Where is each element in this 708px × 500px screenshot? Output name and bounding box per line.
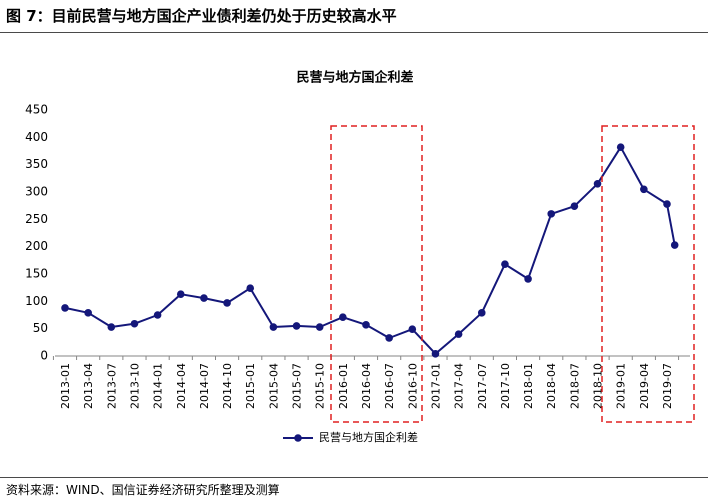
x-tick-label: 2015-10	[314, 363, 327, 409]
data-point	[524, 275, 532, 283]
data-point	[107, 323, 116, 331]
x-tick-label: 2013-01	[59, 363, 72, 409]
data-point	[292, 322, 301, 330]
x-tick-label: 2013-07	[105, 363, 118, 409]
highlight-box-2019	[601, 125, 695, 423]
legend-marker	[294, 434, 302, 442]
x-tick-label: 2018-01	[522, 363, 535, 409]
source-note: 资料来源：WIND、国信证券经济研究所整理及测算	[6, 483, 280, 497]
x-tick-label: 2016-07	[383, 363, 396, 409]
x-tick-label: 2018-07	[568, 363, 581, 409]
data-point	[339, 313, 347, 321]
x-tick-label: 2013-04	[82, 363, 95, 409]
x-tick-label: 2014-07	[198, 363, 211, 409]
data-point	[269, 323, 278, 331]
y-tick-label: 0	[40, 349, 48, 363]
x-tick-label: 2019-04	[638, 363, 651, 409]
data-point	[61, 304, 69, 312]
x-axis: 2013-01 2013-04 2013-07 2013-10 2014-01 2014-…	[52, 356, 680, 409]
data-point	[670, 241, 679, 249]
x-tick-label: 2019-07	[661, 363, 674, 409]
data-point	[616, 143, 625, 151]
x-tick-label: 2015-04	[267, 363, 280, 409]
legend-label: 民营与地方国企利差	[319, 430, 418, 444]
y-tick-label: 450	[25, 103, 48, 117]
figure-header: 图 7：目前民营与地方国企产业债利差仍处于历史较高水平	[0, 0, 708, 33]
data-point	[547, 210, 556, 218]
y-tick-label: 150	[25, 267, 48, 281]
series-layer	[61, 143, 679, 358]
y-axis: 0 50 100 150 200 250 300 350 400 450	[25, 103, 48, 363]
chart-title: 民营与地方国企利差	[296, 70, 413, 86]
data-point	[570, 202, 579, 211]
data-point	[431, 350, 440, 358]
x-tick-label: 2016-01	[337, 363, 350, 409]
data-point	[153, 311, 162, 319]
data-point	[477, 309, 486, 317]
data-point	[593, 180, 602, 188]
data-point	[176, 290, 185, 299]
highlight-box-2016	[330, 125, 423, 423]
data-point	[200, 294, 208, 302]
data-point	[501, 260, 509, 268]
x-tick-label: 2015-01	[244, 363, 257, 409]
data-point	[663, 200, 671, 208]
data-point	[385, 334, 393, 342]
data-point	[315, 323, 324, 331]
x-tick-label: 2013-10	[128, 363, 141, 409]
x-tick-label: 2017-04	[453, 363, 466, 409]
data-point	[362, 321, 370, 329]
y-tick-label: 200	[25, 239, 48, 253]
figure-title: 图 7：目前民营与地方国企产业债利差仍处于历史较高水平	[6, 7, 397, 25]
data-point	[84, 309, 92, 317]
data-point	[454, 330, 463, 338]
data-point	[640, 185, 648, 194]
data-point	[246, 284, 255, 293]
x-tick-label: 2016-04	[360, 363, 373, 409]
x-tick-label: 2014-01	[152, 363, 165, 409]
x-tick-label: 2019-01	[615, 363, 628, 409]
x-tick-label: 2016-10	[406, 363, 419, 409]
y-tick-label: 400	[25, 130, 48, 144]
y-tick-label: 50	[33, 321, 48, 335]
x-tick-label: 2018-04	[545, 363, 558, 409]
x-tick-label: 2017-07	[476, 363, 489, 409]
data-point	[223, 299, 231, 307]
series-line	[64, 146, 676, 355]
legend: 民营与地方国企利差	[283, 430, 418, 444]
x-tick-label: 2017-10	[499, 363, 512, 409]
x-tick-label: 2014-04	[175, 363, 188, 409]
figure-footer: 资料来源：WIND、国信证券经济研究所整理及测算	[0, 477, 708, 500]
y-tick-label: 100	[25, 294, 48, 308]
x-tick-label: 2014-10	[221, 363, 234, 409]
data-point	[130, 319, 139, 328]
data-point	[408, 325, 417, 334]
x-tick-label: 2017-01	[429, 363, 442, 409]
y-tick-label: 350	[25, 157, 48, 171]
y-tick-label: 250	[25, 212, 48, 226]
x-tick-label: 2015-07	[291, 363, 304, 409]
y-tick-label: 300	[25, 185, 48, 199]
